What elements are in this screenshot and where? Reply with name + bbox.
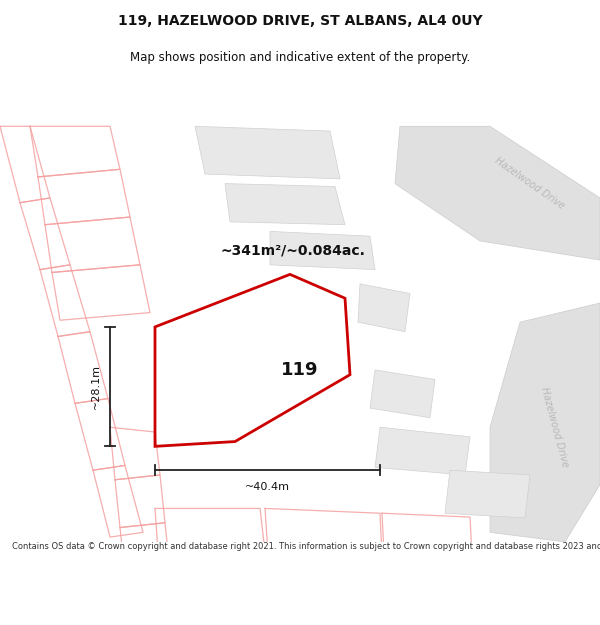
Text: Hazelwood Drive: Hazelwood Drive xyxy=(539,386,571,468)
Text: Hazelwood Drive: Hazelwood Drive xyxy=(493,156,567,211)
Text: 119, HAZELWOOD DRIVE, ST ALBANS, AL4 0UY: 119, HAZELWOOD DRIVE, ST ALBANS, AL4 0UY xyxy=(118,14,482,28)
Text: Map shows position and indicative extent of the property.: Map shows position and indicative extent… xyxy=(130,51,470,64)
Text: Contains OS data © Crown copyright and database right 2021. This information is : Contains OS data © Crown copyright and d… xyxy=(12,542,600,551)
Polygon shape xyxy=(225,184,345,225)
Polygon shape xyxy=(375,428,470,475)
Polygon shape xyxy=(195,126,340,179)
Polygon shape xyxy=(270,231,375,269)
Text: ~40.4m: ~40.4m xyxy=(245,482,290,492)
Polygon shape xyxy=(370,370,435,418)
Polygon shape xyxy=(490,303,600,542)
Polygon shape xyxy=(358,284,410,332)
Polygon shape xyxy=(395,126,600,260)
Polygon shape xyxy=(445,470,530,518)
Text: ~28.1m: ~28.1m xyxy=(91,364,101,409)
Text: 119: 119 xyxy=(281,361,319,379)
Text: ~341m²/~0.084ac.: ~341m²/~0.084ac. xyxy=(220,244,365,258)
